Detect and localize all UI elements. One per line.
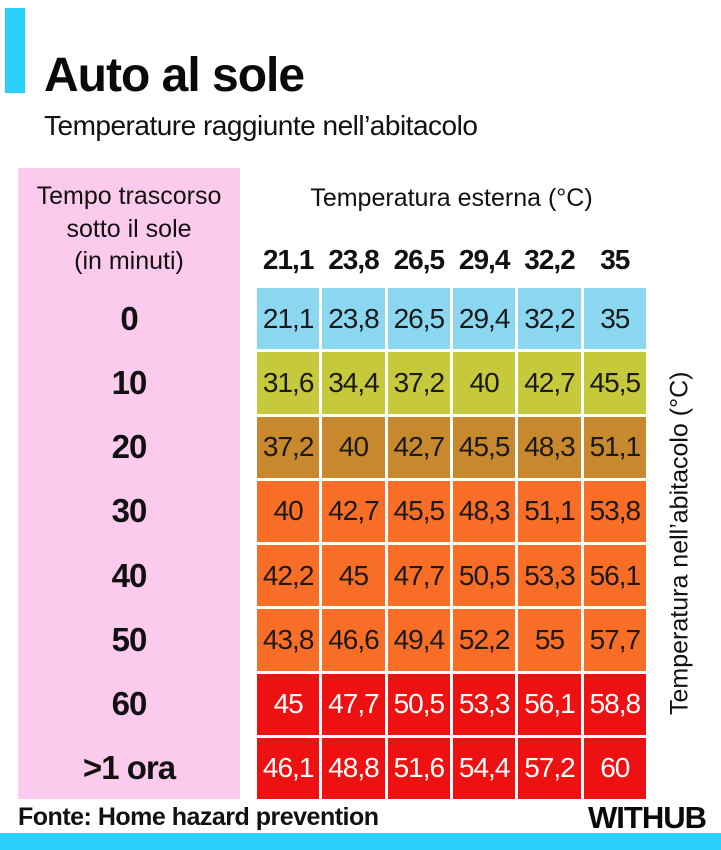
- heatmap-cell: 47,7: [322, 673, 385, 735]
- heatmap-cell: 53,8: [583, 480, 646, 542]
- withub-logo: WITHUB: [588, 800, 707, 835]
- heatmap-cell: 51,1: [518, 480, 581, 542]
- heatmap-cell: 57,2: [518, 737, 581, 799]
- heatmap-cell: 31,6: [257, 352, 320, 414]
- heatmap-cell: 26,5: [387, 288, 450, 350]
- row-label: 10: [111, 363, 148, 401]
- source-note: Fonte: Home hazard prevention: [18, 803, 379, 831]
- bottom-bar: [0, 833, 721, 850]
- row-label: 40: [111, 556, 148, 594]
- heatmap-cell: 56,1: [583, 545, 646, 607]
- column-header: 35: [600, 244, 630, 275]
- heatmap-cell: 53,3: [452, 673, 516, 735]
- heatmap-cell: 42,7: [518, 352, 581, 414]
- cabin-temp-axis-title: Temperatura nell’abitacolo (°C): [665, 371, 694, 716]
- column-header: 32,2: [524, 244, 576, 275]
- page-title: Auto al sole: [44, 49, 305, 102]
- heatmap-cell: 42,2: [257, 545, 320, 607]
- heatmap-cell: 40: [322, 416, 385, 478]
- row-label: 0: [120, 299, 138, 337]
- heatmap-cell: 53,3: [518, 545, 581, 607]
- heatmap-cell: 29,4: [452, 288, 516, 350]
- heatmap-cell: 34,4: [322, 352, 385, 414]
- heatmap-cell: 23,8: [322, 288, 385, 350]
- column-header: 29,4: [458, 244, 511, 275]
- heatmap-cell: 45: [322, 545, 385, 607]
- row-label: 30: [111, 492, 148, 530]
- heatmap-cell: 58,8: [583, 673, 646, 735]
- external-temp-axis-title: Temperatura esterna (°C): [310, 184, 593, 212]
- heatmap-cell: 46,6: [322, 609, 385, 671]
- heatmap-cell: 55: [518, 609, 581, 671]
- row-label: 60: [111, 685, 148, 723]
- heatmap-cell: 21,1: [257, 288, 320, 350]
- heatmap-cell: 45,5: [387, 480, 450, 542]
- time-axis-panel: Tempo trascorso sotto il sole (in minuti…: [18, 168, 240, 799]
- heatmap-cell: 57,7: [583, 609, 646, 671]
- heatmap-cell: 42,7: [322, 480, 385, 542]
- heatmap-cell: 40: [452, 352, 516, 414]
- heatmap-cell: 37,2: [387, 352, 450, 414]
- row-label: 20: [111, 428, 148, 466]
- column-header: 23,8: [328, 244, 380, 275]
- heatmap-cell: 40: [257, 480, 320, 542]
- column-header: 21,1: [262, 244, 315, 275]
- heatmap-cell: 48,8: [322, 737, 385, 799]
- heatmap-cell: 46,1: [257, 737, 320, 799]
- heatmap-cell: 52,2: [452, 609, 516, 671]
- row-label: >1 ora: [82, 749, 176, 787]
- heatmap-cell: 35: [583, 288, 646, 350]
- row-label: 50: [111, 620, 148, 658]
- heatmap-cell: 50,5: [452, 545, 516, 607]
- time-axis-title: Tempo trascorso sotto il sole (in minuti…: [36, 182, 222, 275]
- heatmap-cell: 45: [257, 673, 320, 735]
- heatmap-cell: 48,3: [518, 416, 581, 478]
- heatmap-cell: 47,7: [387, 545, 450, 607]
- heatmap-cell: 43,8: [257, 609, 320, 671]
- column-header: 26,5: [393, 244, 446, 275]
- heatmap-cell: 51,1: [583, 416, 646, 478]
- heatmap-cell: 42,7: [387, 416, 450, 478]
- heatmap-cell: 32,2: [518, 288, 581, 350]
- heatmap-cell: 48,3: [452, 480, 516, 542]
- heatmap-cell: 37,2: [257, 416, 320, 478]
- heatmap-cell: 49,4: [387, 609, 450, 671]
- heatmap-cell: 50,5: [387, 673, 450, 735]
- heatmap-cell: 54,4: [452, 737, 516, 799]
- accent-bar: [5, 8, 25, 93]
- heatmap-cell: 56,1: [518, 673, 581, 735]
- column-headers: 21,1 23,8 26,5 29,4 32,2 35: [257, 242, 646, 278]
- page-subtitle: Temperature raggiunte nell’abitacolo: [44, 110, 478, 141]
- heatmap-cell: 45,5: [583, 352, 646, 414]
- row-labels: 0 10 20 30 40 50 60 >1 ora: [18, 288, 240, 799]
- heatmap-cell: 51,6: [387, 737, 450, 799]
- heatmap-grid: 21,1 23,8 26,5 29,4 32,2 35 31,6 34,4 37,2 40 42,7…: [257, 288, 646, 799]
- heatmap-cell: 60: [583, 737, 646, 799]
- heatmap-cell: 45,5: [452, 416, 516, 478]
